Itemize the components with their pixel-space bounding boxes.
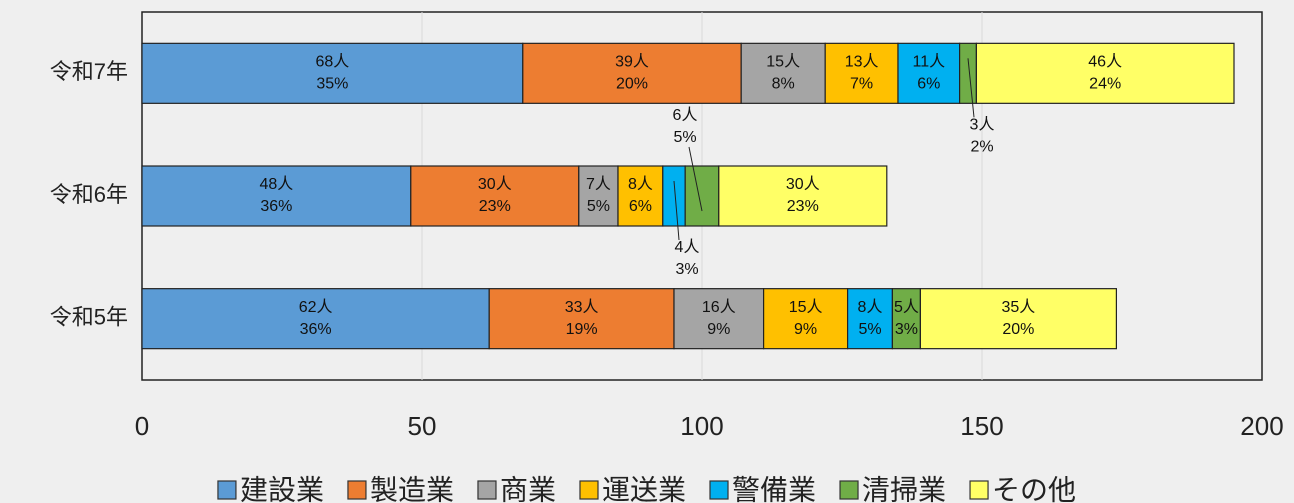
bar-segment: [975, 42, 1235, 104]
bar-segment: [410, 165, 580, 227]
data-label: 4人: [675, 238, 700, 256]
legend-label: 警備業: [732, 474, 816, 503]
bar-segment: [488, 288, 675, 350]
data-label-percent: 9%: [794, 321, 817, 338]
category-label: 令和5年: [50, 304, 128, 329]
data-label: 5人: [894, 298, 919, 316]
legend-swatch: [347, 480, 367, 500]
bar-segment: [740, 42, 826, 104]
data-label: 30人: [786, 175, 820, 193]
data-label: 48人: [259, 175, 293, 193]
bar-segment: [846, 288, 893, 350]
data-label-percent: 20%: [616, 76, 648, 93]
legend-label: 清掃業: [862, 474, 946, 503]
legend-swatch: [969, 480, 989, 500]
bar-segment: [662, 165, 686, 227]
bar-segment: [141, 42, 524, 104]
bar-segment: [522, 42, 742, 104]
bar-segment: [919, 288, 1118, 350]
data-label-percent: 23%: [787, 198, 819, 215]
data-label-percent: 23%: [479, 198, 511, 215]
bar-segment: [578, 165, 619, 227]
data-label-percent: 36%: [260, 198, 292, 215]
data-label: 6人: [673, 106, 698, 124]
data-label: 8人: [858, 298, 883, 316]
data-label: 30人: [478, 175, 512, 193]
data-label-percent: 2%: [970, 139, 993, 156]
data-label: 8人: [628, 175, 653, 193]
legend-swatch: [709, 480, 729, 500]
data-label-percent: 36%: [300, 321, 332, 338]
leader-line: [967, 58, 975, 118]
data-label-percent: 5%: [587, 198, 610, 215]
legend-swatch: [477, 480, 497, 500]
x-tick-label: 50: [408, 411, 437, 441]
x-tick-label: 150: [960, 411, 1003, 441]
data-label-percent: 24%: [1089, 76, 1121, 93]
x-tick-label: 200: [1240, 411, 1283, 441]
bar-segment: [824, 42, 899, 104]
legend-swatch: [217, 480, 237, 500]
data-label: 15人: [766, 53, 800, 71]
data-label-percent: 7%: [850, 76, 873, 93]
data-label: 39人: [615, 53, 649, 71]
data-label: 3人: [970, 116, 995, 134]
data-label: 15人: [789, 298, 823, 316]
data-label: 11人: [912, 53, 945, 71]
bar-segment: [141, 165, 412, 227]
data-label: 16人: [702, 298, 736, 316]
bar-segment: [897, 42, 961, 104]
legend-label: 商業: [500, 474, 556, 503]
data-label: 7人: [586, 175, 611, 193]
leader-line: [673, 180, 680, 241]
data-label: 13人: [845, 53, 879, 71]
data-label-percent: 20%: [1002, 321, 1034, 338]
data-label-percent: 19%: [566, 321, 598, 338]
x-tick-label: 100: [680, 411, 723, 441]
leader-line: [688, 146, 703, 212]
legend-label: 製造業: [370, 474, 454, 503]
bar-segment: [958, 42, 977, 104]
bar-segment: [891, 288, 922, 350]
bar-segment: [762, 288, 849, 350]
legend-label: 運送業: [602, 474, 686, 503]
data-label-percent: 5%: [858, 321, 881, 338]
bar-segment: [141, 288, 490, 350]
data-label-percent: 6%: [629, 198, 652, 215]
legend-swatch: [839, 480, 859, 500]
data-label: 33人: [565, 298, 599, 316]
data-label-percent: 35%: [316, 76, 348, 93]
data-label-percent: 3%: [675, 261, 698, 278]
legend-label: その他: [992, 474, 1076, 503]
data-label: 35人: [1001, 298, 1035, 316]
bar-segment: [673, 288, 765, 350]
data-label-percent: 8%: [772, 76, 795, 93]
data-label: 46人: [1088, 53, 1122, 71]
data-label-percent: 9%: [707, 321, 730, 338]
category-label: 令和7年: [50, 59, 128, 84]
x-tick-label: 0: [135, 411, 149, 441]
data-label-percent: 3%: [895, 321, 918, 338]
data-label-percent: 5%: [673, 129, 696, 146]
data-label: 62人: [299, 298, 333, 316]
data-label: 68人: [315, 53, 349, 71]
bar-segment: [718, 165, 888, 227]
legend-swatch: [579, 480, 599, 500]
legend-label: 建設業: [240, 474, 324, 503]
bar-segment: [617, 165, 664, 227]
category-label: 令和6年: [50, 182, 128, 207]
bar-segment: [684, 165, 720, 227]
data-label-percent: 6%: [917, 76, 940, 93]
